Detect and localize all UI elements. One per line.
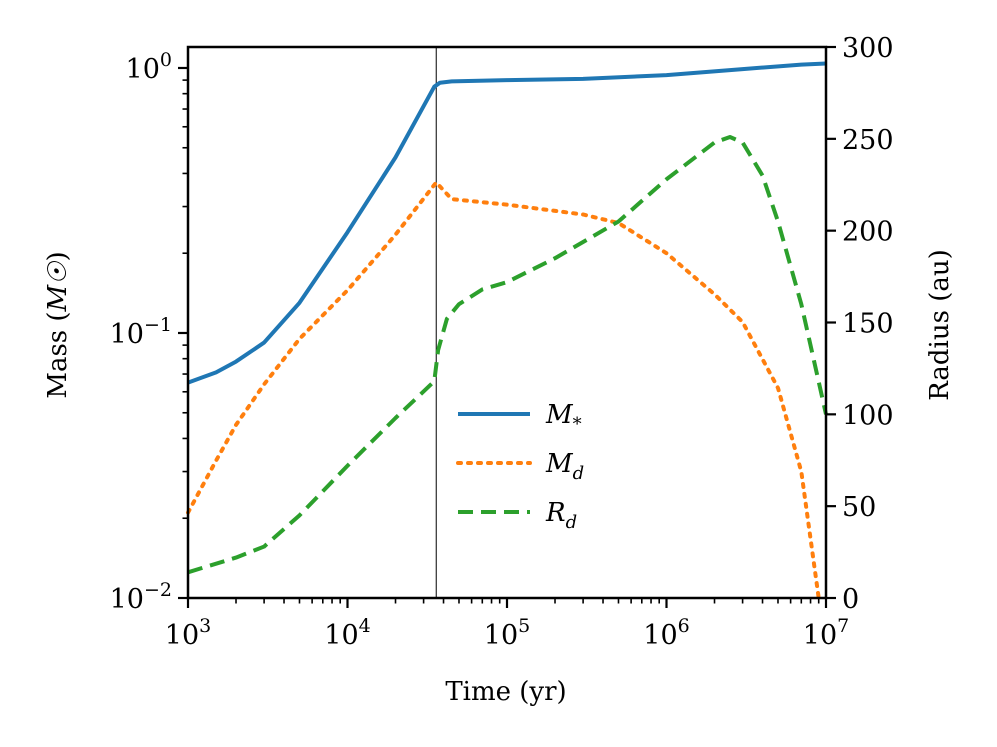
legend: M* Md Rd bbox=[456, 400, 584, 533]
series-line-rd bbox=[187, 135, 828, 575]
y-right-tick-label: 50 bbox=[842, 492, 876, 523]
y-right-tick-label: 0 bbox=[842, 584, 859, 615]
series-lines bbox=[186, 61, 828, 600]
x-tick-label: 104 bbox=[324, 615, 370, 651]
y-right-tick-label: 200 bbox=[842, 217, 894, 248]
series-line-md bbox=[186, 180, 821, 600]
y-left-axis-ticks: 10−2 10−1 100 bbox=[110, 49, 188, 615]
x-tick-label: 103 bbox=[165, 615, 211, 651]
y-left-tick-label: 10−1 bbox=[110, 314, 172, 350]
x-tick-label: 105 bbox=[484, 615, 530, 651]
x-tick-label: 107 bbox=[803, 615, 849, 651]
legend-label-mstar: M* bbox=[545, 400, 582, 435]
y-left-tick-label: 100 bbox=[126, 49, 172, 85]
x-tick-label: 106 bbox=[643, 615, 689, 651]
y-right-tick-label: 300 bbox=[842, 33, 894, 64]
legend-label-md: Md bbox=[545, 449, 584, 484]
series-line-mstar bbox=[187, 61, 827, 385]
y-right-axis-label: Radius (au) bbox=[925, 249, 955, 401]
y-right-tick-label: 250 bbox=[842, 125, 894, 156]
x-axis-label: Time (yr) bbox=[445, 677, 566, 707]
y-right-tick-label: 150 bbox=[842, 309, 894, 340]
x-axis-ticks: 103 104 105 106 107 bbox=[165, 598, 849, 651]
y-left-tick-label: 10−2 bbox=[110, 579, 172, 615]
legend-label-rd: Rd bbox=[545, 498, 577, 533]
y-right-axis-ticks: 0 50 100 150 200 250 300 bbox=[826, 33, 894, 615]
y-left-axis-label: Mass (M☉) bbox=[43, 251, 73, 398]
y-right-tick-label: 100 bbox=[842, 400, 894, 431]
